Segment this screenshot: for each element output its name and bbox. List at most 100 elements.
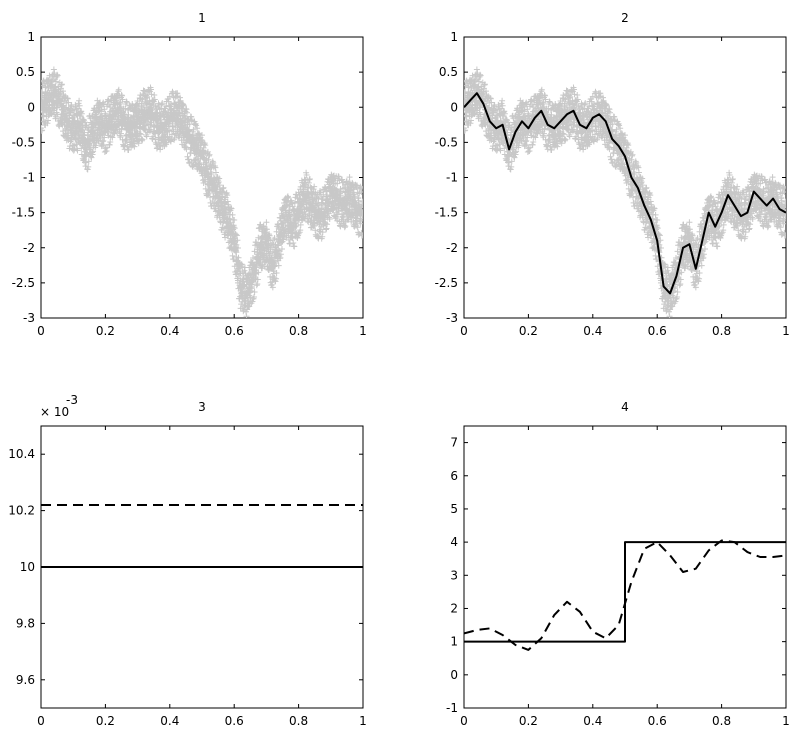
observation-marker xyxy=(271,258,278,265)
observation-marker xyxy=(644,200,651,207)
observation-marker xyxy=(575,103,582,110)
data-point xyxy=(327,188,334,195)
observation-marker xyxy=(566,94,573,101)
observation-marker xyxy=(273,270,280,277)
y-tick-label: -1.5 xyxy=(12,206,35,220)
observation-marker xyxy=(477,72,484,79)
observation-marker xyxy=(212,164,219,171)
observation-marker xyxy=(582,100,589,107)
observation-marker xyxy=(293,222,300,229)
observation-marker xyxy=(297,227,304,234)
observation-marker xyxy=(612,162,619,169)
observation-marker xyxy=(186,121,193,128)
observation-marker xyxy=(617,125,624,132)
observation-marker xyxy=(546,99,553,106)
observation-marker xyxy=(467,117,474,124)
observation-marker xyxy=(354,224,361,231)
observation-marker xyxy=(481,81,488,88)
observation-marker xyxy=(212,169,219,176)
observation-marker xyxy=(117,130,124,137)
observation-marker xyxy=(631,170,638,177)
y-tick-label: -0.5 xyxy=(435,135,458,149)
observation-marker xyxy=(139,136,146,143)
y-tick-label: 1 xyxy=(450,30,458,44)
observation-marker xyxy=(489,115,496,122)
observation-marker xyxy=(635,205,642,212)
observation-marker xyxy=(71,146,78,153)
observation-marker xyxy=(123,99,130,106)
observation-marker xyxy=(86,141,93,148)
observation-marker xyxy=(189,162,196,169)
observation-marker xyxy=(523,101,530,108)
observation-marker xyxy=(42,84,49,91)
observation-marker xyxy=(109,105,116,112)
observation-marker xyxy=(243,313,250,318)
observation-marker xyxy=(263,226,270,233)
observation-marker xyxy=(359,198,363,205)
data-point xyxy=(173,111,180,118)
observation-marker xyxy=(100,101,107,108)
observation-marker xyxy=(238,261,245,268)
data-point xyxy=(166,114,173,121)
plot-frame xyxy=(463,36,787,319)
observation-marker xyxy=(183,106,190,113)
observation-marker xyxy=(464,127,469,134)
observation-marker xyxy=(100,141,107,148)
observation-marker xyxy=(223,190,230,197)
observation-marker xyxy=(44,117,51,124)
data-point xyxy=(231,237,238,244)
observation-marker xyxy=(312,227,319,234)
observation-marker xyxy=(624,141,631,148)
observation-marker xyxy=(227,205,234,212)
observation-marker xyxy=(266,232,273,239)
observation-marker xyxy=(538,88,545,95)
observation-marker xyxy=(287,240,294,247)
observation-marker xyxy=(156,128,163,135)
observation-marker xyxy=(599,94,606,101)
observation-marker xyxy=(106,141,113,148)
observation-marker xyxy=(554,143,561,150)
observation-marker xyxy=(310,186,317,193)
observation-marker xyxy=(148,91,155,98)
observation-marker xyxy=(203,160,210,167)
y-tick-label: -2 xyxy=(446,241,458,255)
observation-marker xyxy=(534,130,541,137)
observation-marker xyxy=(143,94,150,101)
observation-marker xyxy=(221,200,228,207)
observation-marker xyxy=(481,121,488,128)
observation-marker xyxy=(359,212,363,219)
observation-marker xyxy=(526,148,533,155)
observation-marker xyxy=(527,144,534,151)
observation-marker xyxy=(512,151,519,158)
observation-marker xyxy=(611,113,618,120)
observation-marker xyxy=(69,107,76,114)
observation-marker xyxy=(522,100,529,107)
observation-marker xyxy=(297,203,304,210)
observation-marker xyxy=(335,173,342,180)
observation-marker xyxy=(186,159,193,166)
observation-marker xyxy=(490,138,497,145)
observation-marker xyxy=(508,163,515,170)
observation-marker xyxy=(513,148,520,155)
observation-marker xyxy=(581,101,588,108)
observation-marker xyxy=(334,211,341,218)
observation-marker xyxy=(293,234,300,241)
data-point xyxy=(76,121,83,128)
observation-marker xyxy=(125,147,132,154)
observation-marker xyxy=(201,141,208,148)
observation-marker xyxy=(162,140,169,147)
observation-marker xyxy=(290,239,297,246)
observation-marker xyxy=(306,176,313,183)
observation-marker xyxy=(111,130,118,137)
observation-marker xyxy=(220,184,227,191)
observation-marker xyxy=(78,108,85,115)
x-tick-label: 1 xyxy=(782,324,789,338)
observation-marker xyxy=(229,252,236,259)
observation-marker xyxy=(41,118,47,125)
observation-marker xyxy=(231,225,238,232)
data-point xyxy=(70,125,77,132)
observation-marker xyxy=(232,248,239,255)
data-point xyxy=(295,209,302,216)
observation-marker xyxy=(100,137,107,144)
